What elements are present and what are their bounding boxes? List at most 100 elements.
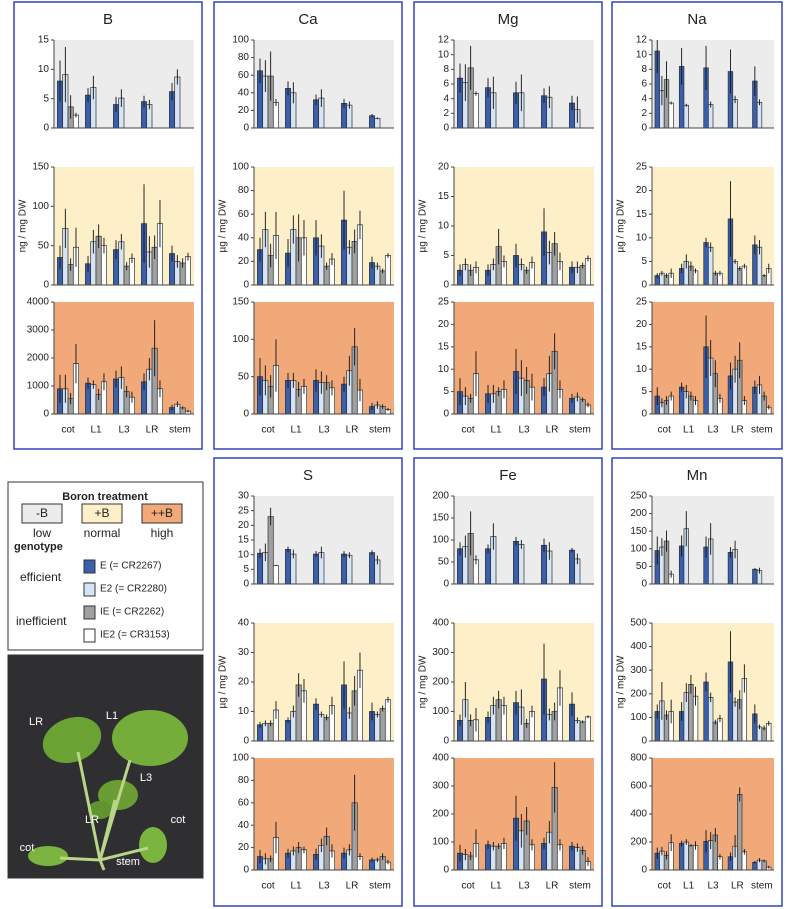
bar — [708, 246, 714, 286]
y-tick-label: 400 — [432, 618, 449, 629]
x-tick-label: L1 — [490, 425, 502, 436]
y-tick-label: 20 — [636, 185, 648, 196]
group-label: inefficient — [16, 614, 67, 628]
photo-label: L3 — [140, 772, 152, 784]
y-tick-label: 2000 — [27, 353, 50, 364]
bar — [518, 544, 525, 585]
y-tick-label: 0 — [243, 280, 249, 291]
bar — [272, 102, 279, 129]
x-tick-label: L3 — [518, 425, 530, 436]
y-tick-label: 150 — [432, 513, 449, 524]
photo-label: LR — [29, 716, 43, 728]
y-axis-label: µg / mg DW — [218, 655, 229, 709]
photo-label: LR — [85, 814, 99, 826]
x-tick-label: LR — [731, 881, 744, 892]
y-tick-label: 6 — [443, 79, 449, 90]
y-axis-label: µg / mg DW — [418, 199, 429, 253]
bar — [732, 701, 738, 742]
y-axis-label: ng / mg DW — [18, 199, 29, 252]
y-tick-label: 0 — [243, 123, 249, 134]
y-tick-label: 20 — [238, 677, 250, 688]
y-tick-label: 12 — [438, 35, 450, 46]
y-tick-label: 4 — [443, 93, 449, 104]
photo-label: cot — [171, 814, 186, 826]
y-tick-label: 8 — [641, 64, 647, 75]
x-tick-label: cot — [261, 425, 275, 436]
genotype-title: genotype — [14, 541, 63, 553]
y-tick-label: 25 — [438, 297, 450, 308]
bar — [683, 104, 689, 129]
bar — [737, 794, 743, 871]
y-tick-label: 0 — [243, 579, 249, 590]
x-tick-label: LR — [346, 881, 359, 892]
x-tick-label: stem — [369, 881, 391, 892]
y-tick-label: 25 — [636, 297, 648, 308]
x-tick-label: cot — [461, 425, 475, 436]
stem — [59, 751, 149, 871]
x-tick-label: LR — [346, 425, 359, 436]
y-tick-label: 300 — [432, 647, 449, 658]
bar — [313, 553, 320, 585]
x-tick-label: L1 — [683, 881, 695, 892]
y-tick-label: 250 — [630, 491, 647, 502]
leaf — [28, 846, 68, 866]
bar — [668, 102, 674, 129]
x-tick-label: stem — [169, 425, 191, 436]
y-tick-label: 10 — [636, 232, 648, 243]
x-tick-label: LR — [546, 881, 559, 892]
y-tick-label: 100 — [432, 535, 449, 546]
bar — [272, 565, 279, 585]
series-label: E (= CR2267) — [100, 561, 161, 572]
panel-box — [413, 1, 603, 450]
x-tick-label: L3 — [318, 881, 330, 892]
y-tick-label: 0 — [43, 123, 49, 134]
y-tick-label: 40 — [238, 232, 250, 243]
x-tick-label: L1 — [290, 425, 302, 436]
x-tick-label: stem — [751, 425, 773, 436]
x-tick-label: L3 — [318, 425, 330, 436]
bar — [472, 93, 479, 129]
bar — [485, 548, 492, 585]
bar — [741, 265, 748, 286]
y-tick-label: 100 — [232, 334, 249, 345]
bar — [323, 717, 330, 742]
y-tick-label: 10 — [438, 49, 450, 60]
y-tick-label: 40 — [238, 618, 250, 629]
x-tick-label: L1 — [290, 881, 302, 892]
bar — [374, 117, 381, 129]
bar — [712, 721, 718, 742]
y-tick-label: 15 — [238, 535, 250, 546]
treatment-level: low — [33, 526, 51, 540]
x-tick-label: cot — [261, 881, 275, 892]
y-tick-label: 2 — [641, 108, 647, 119]
panel-box — [213, 1, 403, 450]
x-tick-label: LR — [546, 425, 559, 436]
x-tick-label: cot — [461, 881, 475, 892]
y-tick-label: 12 — [636, 35, 648, 46]
bar — [752, 568, 758, 585]
bar — [374, 714, 381, 742]
leaf — [139, 827, 167, 863]
y-tick-label: 4000 — [27, 297, 50, 308]
chart-title: S — [303, 467, 313, 484]
y-tick-label: 30 — [238, 491, 250, 502]
chart-title: Mn — [687, 467, 708, 484]
treatment-label: ++B — [151, 506, 173, 520]
x-tick-label: L3 — [518, 881, 530, 892]
y-tick-label: 8 — [443, 64, 449, 75]
leaf — [112, 710, 188, 766]
x-tick-label: L1 — [683, 425, 695, 436]
y-tick-label: 50 — [636, 561, 648, 572]
y-tick-label: 100 — [630, 543, 647, 554]
bar — [737, 268, 743, 286]
photo-label: cot — [20, 842, 35, 854]
y-tick-label: 0 — [43, 280, 49, 291]
bar — [678, 843, 685, 871]
x-tick-label: stem — [369, 425, 391, 436]
chart-title: Ca — [298, 11, 318, 28]
bar — [683, 841, 689, 871]
y-tick-label: 20 — [238, 105, 250, 116]
y-tick-label: 40 — [238, 87, 250, 98]
y-tick-label: 20 — [238, 520, 250, 531]
y-tick-label: 400 — [630, 809, 647, 820]
